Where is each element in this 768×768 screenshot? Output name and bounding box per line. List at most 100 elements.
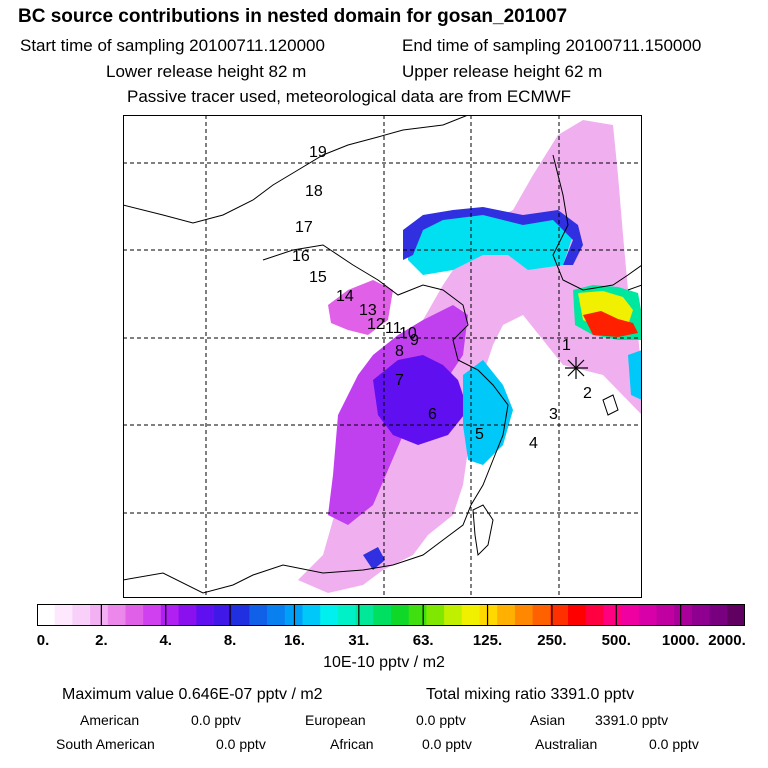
colorbar-tick-label: 16. xyxy=(284,632,305,649)
colorbar-swatch xyxy=(426,604,445,626)
colorbar-swatch xyxy=(408,604,427,626)
trajectory-label-4: 4 xyxy=(529,435,538,452)
colorbar-swatch xyxy=(160,604,180,626)
colorbar-swatch xyxy=(231,604,250,626)
region-african: African xyxy=(330,736,374,752)
trajectory-label-1: 1 xyxy=(562,337,571,354)
colorbar-swatch xyxy=(373,604,392,626)
colorbar-swatch xyxy=(90,604,109,626)
trajectory-label-19: 19 xyxy=(309,144,327,161)
start-time-label: Start time of sampling 20100711.120000 xyxy=(20,36,325,55)
trajectory-label-8: 8 xyxy=(395,343,404,360)
trajectory-label-15: 15 xyxy=(309,269,327,286)
colorbar-swatch xyxy=(107,604,126,626)
region-american: American xyxy=(80,712,140,728)
colorbar-swatch xyxy=(621,604,640,626)
region-south-american: South American xyxy=(56,736,155,752)
trajectory-label-12: 12 xyxy=(367,316,385,333)
colorbar-tick-label: 1000. xyxy=(661,632,700,649)
plume-coast-cyan xyxy=(463,360,513,465)
region-european: European xyxy=(305,712,366,728)
colorbar-swatch xyxy=(54,604,73,626)
trajectory-label-18: 18 xyxy=(305,183,323,200)
upper-release-label: Upper release height 62 m xyxy=(402,62,603,81)
colorbar-tick-label: 500. xyxy=(601,632,631,649)
colorbar-tick-label: 8. xyxy=(223,632,237,649)
region-asian-value: 3391.0 pptv xyxy=(595,712,669,728)
colorbar-tick-label: 2000. xyxy=(708,632,746,649)
trajectory-label-7: 7 xyxy=(395,372,404,389)
colorbar-swatch xyxy=(337,604,357,626)
tracer-note: Passive tracer used, meteorological data… xyxy=(127,87,572,106)
trajectory-label-2: 2 xyxy=(583,385,592,402)
plume-north-cyan xyxy=(408,210,573,275)
trajectory-label-5: 5 xyxy=(475,426,484,443)
colorbar-swatch xyxy=(568,604,587,626)
colorbar-swatch xyxy=(603,604,622,626)
plume-korea-red xyxy=(583,311,638,337)
colorbar-tick-label: 2. xyxy=(95,632,108,649)
trajectory-label-14: 14 xyxy=(336,288,354,305)
colorbar-swatch xyxy=(302,604,321,626)
colorbar-swatch xyxy=(656,604,675,626)
colorbar-tick-label: 63. xyxy=(412,632,434,649)
trajectory-label-13: 13 xyxy=(359,302,377,319)
colorbar-swatch xyxy=(674,604,693,626)
colorbar-tick-label: 125. xyxy=(472,632,503,649)
region-australian-value: 0.0 pptv xyxy=(649,736,699,752)
colorbar-swatch xyxy=(727,604,745,626)
colorbar-tick-label: 250. xyxy=(537,632,567,649)
colorbar-swatch xyxy=(585,604,604,626)
trajectory-label-6: 6 xyxy=(428,406,437,423)
trajectory-label-17: 17 xyxy=(295,219,313,236)
colorbar-swatch xyxy=(638,604,657,626)
plume-mid-blue xyxy=(373,355,468,445)
colorbar-swatch xyxy=(267,604,286,626)
colorbar-unit: 10E-10 pptv / m2 xyxy=(323,654,445,671)
colorbar-swatch xyxy=(196,604,215,626)
region-asian: Asian xyxy=(530,712,566,728)
region-australian: Australian xyxy=(535,736,598,752)
colorbar-swatch xyxy=(497,604,516,626)
region-european-value: 0.0 pptv xyxy=(416,712,466,728)
colorbar-swatch xyxy=(320,604,339,626)
colorbar-swatch xyxy=(550,604,569,626)
lower-release-label: Lower release height 82 m xyxy=(106,62,307,81)
colorbar-swatch xyxy=(514,604,534,626)
trajectory-label-11: 11 xyxy=(385,320,402,337)
colorbar-tick-label: 0. xyxy=(36,632,50,649)
colorbar-swatch xyxy=(72,604,91,626)
plume-left-arm xyxy=(328,280,393,335)
colorbar-swatch xyxy=(461,604,480,626)
lat-lon-grid xyxy=(123,115,642,598)
colorbar-swatch xyxy=(37,604,56,626)
asterisk-icon xyxy=(565,357,588,379)
page-title: BC source contributions in nested domain… xyxy=(18,6,568,27)
colorbar-tick-label: 4. xyxy=(159,632,172,649)
colorbar-swatch xyxy=(532,604,551,626)
trajectory-label-3: 3 xyxy=(549,406,558,423)
region-south-american-value: 0.0 pptv xyxy=(216,736,266,752)
trajectory-label-16: 16 xyxy=(292,248,310,265)
region-african-value: 0.0 pptv xyxy=(422,736,472,752)
region-american-value: 0.0 pptv xyxy=(191,712,241,728)
colorbar-swatch xyxy=(691,604,711,626)
plume-north-blue xyxy=(403,207,583,265)
coastline xyxy=(123,115,642,594)
colorbar-swatch xyxy=(391,604,410,626)
colorbar-swatch xyxy=(125,604,144,626)
colorbar-swatch xyxy=(709,604,728,626)
colorbar-swatch xyxy=(479,604,498,626)
end-time-label: End time of sampling 20100711.150000 xyxy=(402,36,702,55)
colorbar-swatch xyxy=(444,604,463,626)
trajectory-label-10: 10 xyxy=(399,325,417,342)
colorbar xyxy=(37,604,745,626)
colorbar-tick-label: 31. xyxy=(348,632,370,649)
colorbar-swatch xyxy=(143,604,162,626)
colorbar-swatch xyxy=(178,604,197,626)
max-value-label: Maximum value 0.646E-07 pptv / m2 xyxy=(62,686,323,703)
colorbar-swatch xyxy=(249,604,268,626)
plume-japan xyxy=(628,350,642,400)
trajectory-label-9: 9 xyxy=(410,332,419,349)
